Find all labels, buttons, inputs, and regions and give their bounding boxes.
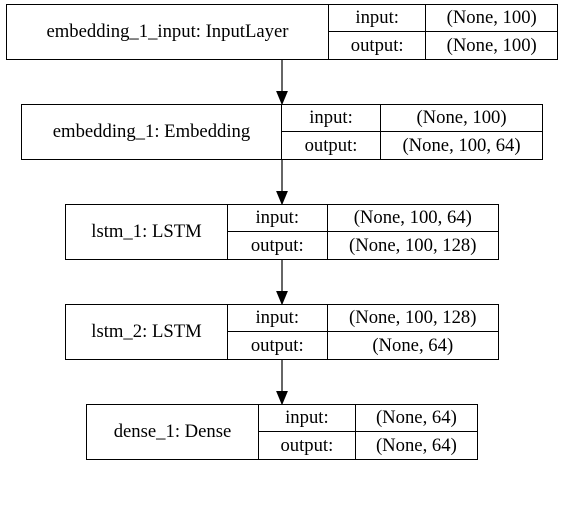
io-label-input: input: <box>259 405 356 432</box>
layer-node: dense_1: Denseinput:(None, 64)output:(No… <box>86 404 478 460</box>
layer-io: input:(None, 100)output:(None, 100, 64) <box>282 105 542 159</box>
io-label-output: output: <box>259 432 356 459</box>
io-label-output: output: <box>282 132 381 159</box>
layer-io: input:(None, 100)output:(None, 100) <box>329 5 557 59</box>
layer-io: input:(None, 100, 64)output:(None, 100, … <box>228 205 498 259</box>
io-value-output: (None, 64) <box>328 332 498 359</box>
io-label-output: output: <box>228 232 328 259</box>
io-value-output: (None, 100) <box>426 32 557 59</box>
layer-node: lstm_1: LSTMinput:(None, 100, 64)output:… <box>65 204 499 260</box>
io-label-input: input: <box>228 305 328 332</box>
layer-io: input:(None, 100, 128)output:(None, 64) <box>228 305 498 359</box>
io-value-input: (None, 64) <box>356 405 477 432</box>
io-value-output: (None, 100, 128) <box>328 232 498 259</box>
io-value-output: (None, 64) <box>356 432 477 459</box>
io-label-input: input: <box>282 105 381 132</box>
io-value-input: (None, 100) <box>426 5 557 32</box>
io-label-input: input: <box>228 205 328 232</box>
diagram-canvas: embedding_1_input: InputLayerinput:(None… <box>0 0 565 516</box>
io-value-output: (None, 100, 64) <box>381 132 542 159</box>
layer-name: lstm_2: LSTM <box>66 305 228 359</box>
layer-name: lstm_1: LSTM <box>66 205 228 259</box>
layer-node: embedding_1: Embeddinginput:(None, 100)o… <box>21 104 543 160</box>
io-value-input: (None, 100, 64) <box>328 205 498 232</box>
io-value-input: (None, 100) <box>381 105 542 132</box>
layer-name: dense_1: Dense <box>87 405 259 459</box>
layer-node: embedding_1_input: InputLayerinput:(None… <box>6 4 558 60</box>
io-value-input: (None, 100, 128) <box>328 305 498 332</box>
layer-node: lstm_2: LSTMinput:(None, 100, 128)output… <box>65 304 499 360</box>
io-label-output: output: <box>228 332 328 359</box>
io-label-input: input: <box>329 5 426 32</box>
layer-name: embedding_1: Embedding <box>22 105 282 159</box>
io-label-output: output: <box>329 32 426 59</box>
layer-io: input:(None, 64)output:(None, 64) <box>259 405 477 459</box>
layer-name: embedding_1_input: InputLayer <box>7 5 329 59</box>
